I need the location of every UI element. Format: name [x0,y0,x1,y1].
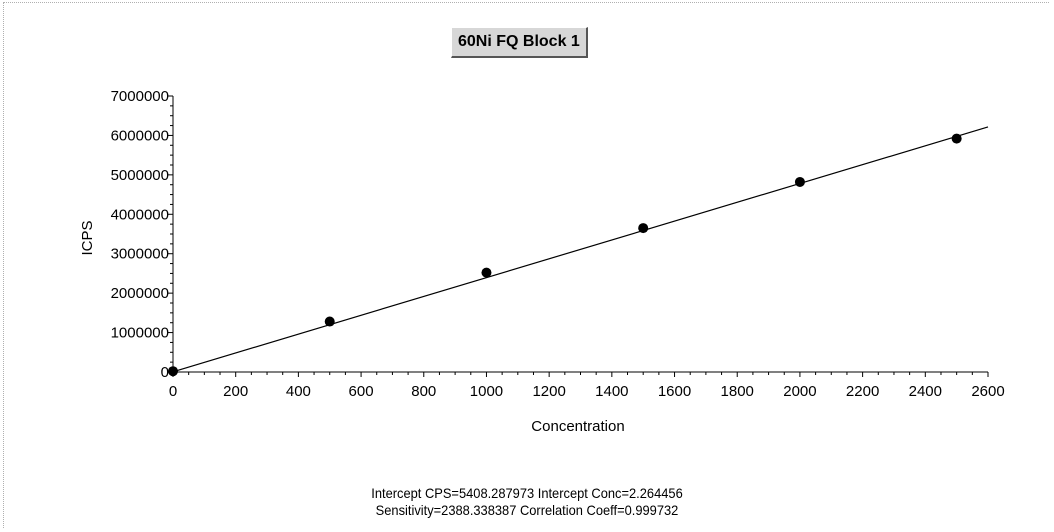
x-tick-label: 0 [169,383,177,400]
data-point [794,176,805,187]
x-tick-label: 2600 [971,383,1004,400]
x-tick-label: 2000 [783,383,816,400]
x-tick-label: 800 [411,383,436,400]
x-tick-label: 2400 [909,383,942,400]
fit-line-group [172,126,989,373]
y-ticks: 0 1000000 2000000 3000000 4000000 5000000 6000… [111,88,173,381]
data-point [951,133,962,144]
y-tick-label: 5000000 [111,167,169,184]
chart-title: 60Ni FQ Block 1 [451,27,588,58]
x-tick-label: 2200 [846,383,879,400]
x-tick-label: 1600 [658,383,691,400]
fit-stats-line-2: Sensitivity=2388.338387 Correlation Coef… [375,502,679,518]
y-tick-label: 7000000 [111,88,169,105]
x-tick-label: 1800 [721,383,754,400]
x-tick-label: 1400 [595,383,628,400]
fit-stats-line-1: Intercept CPS=5408.287973 Intercept Conc… [371,485,683,501]
x-axis-label: Concentration [531,418,624,435]
y-tick-label: 4000000 [111,206,169,223]
x-tick-label: 600 [349,383,374,400]
data-points [168,133,962,377]
x-tick-label: 200 [223,383,248,400]
y-axis-label: ICPS [79,220,96,255]
y-tick-label: 0 [161,364,169,381]
x-tick-label: 400 [286,383,311,400]
fit-line [172,126,989,373]
y-tick-label: 1000000 [111,325,169,342]
chart-plot: 0 200 400 600 800 1000 1200 1400 1600 1800 2000 220… [79,88,1005,435]
y-tick-label: 2000000 [111,285,169,302]
y-tick-label: 3000000 [111,246,169,263]
data-point [638,223,649,234]
data-point [481,267,492,278]
x-tick-label: 1000 [470,383,503,400]
data-point [324,316,335,327]
x-tick-label: 1200 [532,383,565,400]
chart-frame [3,2,1049,528]
y-tick-label: 6000000 [111,127,169,144]
axes [172,96,988,373]
data-point [168,366,178,377]
x-ticks: 0 200 400 600 800 1000 1200 1400 1600 1800 2000 220… [169,372,1005,400]
